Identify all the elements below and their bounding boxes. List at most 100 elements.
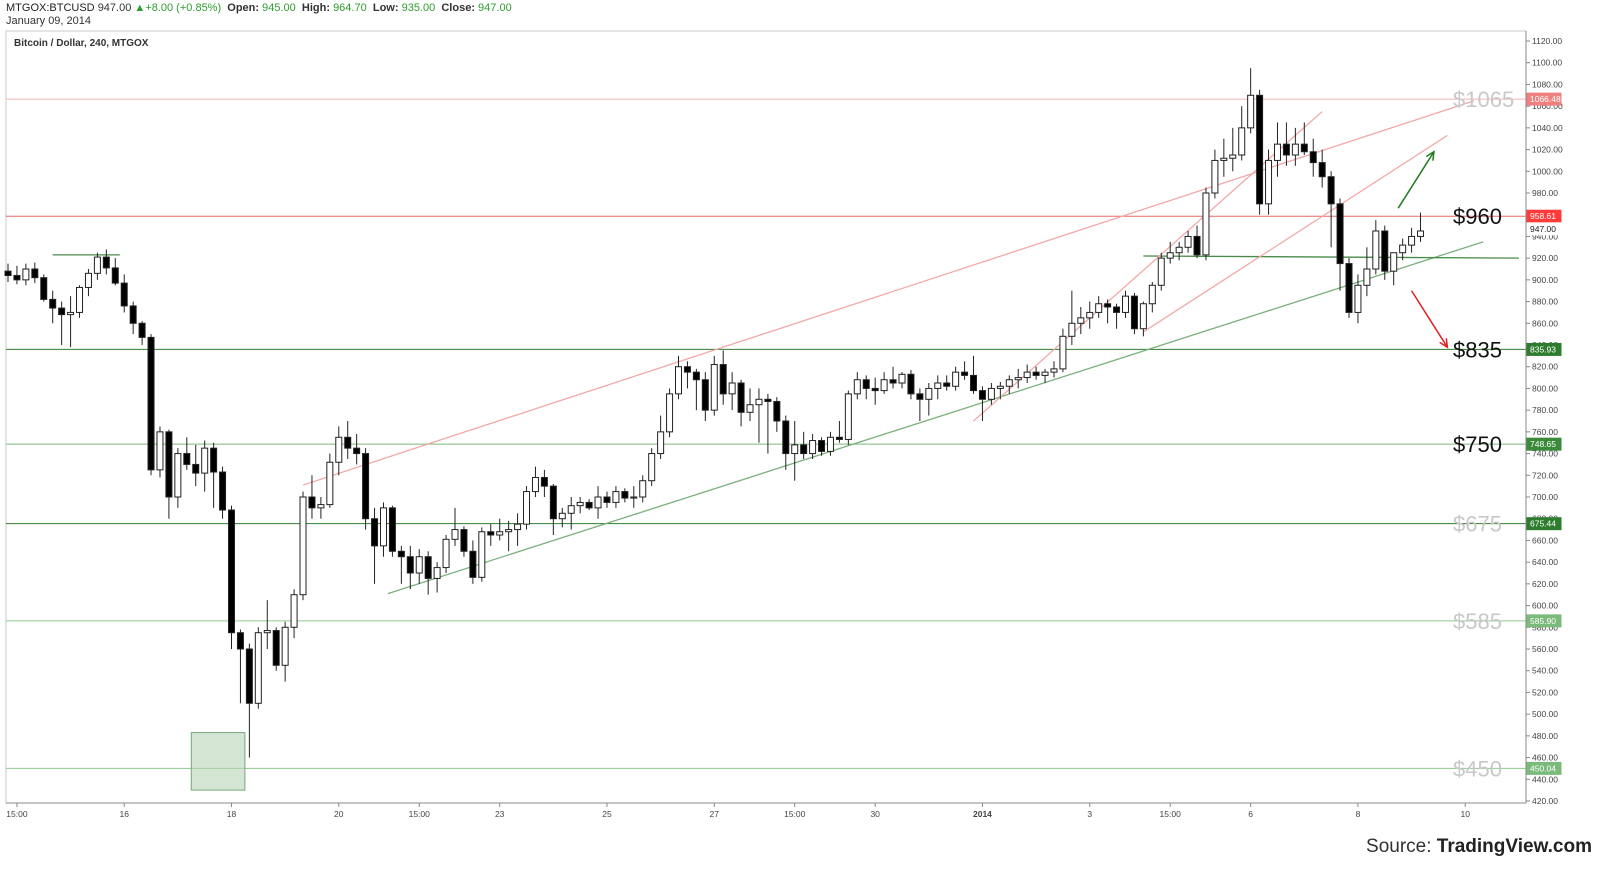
price-tick-label: 820.00 — [1532, 362, 1558, 372]
candle-body — [970, 374, 978, 392]
candle — [1122, 290, 1129, 318]
candle-body — [549, 485, 557, 520]
candle-body — [165, 431, 173, 498]
candle-body — [379, 507, 387, 547]
candle-body — [558, 512, 566, 520]
candle-body — [147, 336, 155, 471]
candle — [371, 507, 379, 584]
candle-body — [710, 364, 718, 411]
price-tick-label: 1100.00 — [1532, 58, 1562, 68]
candle-body — [344, 436, 352, 449]
candle-body — [1113, 306, 1121, 313]
candle — [1104, 299, 1112, 324]
price-tick-label: 460.00 — [1532, 753, 1558, 763]
level-annotation: $675 — [1453, 512, 1502, 537]
candle — [102, 249, 110, 275]
time-axis[interactable]: 15:00 16 18 20 15:00 23 25 27 15:00 30 2014 3 15:00 6… — [6, 802, 1526, 819]
candle-body — [1399, 244, 1407, 254]
candle — [871, 377, 879, 405]
candle — [1327, 171, 1335, 248]
time-tick-label: 15:00 — [6, 809, 28, 819]
high-label: High: — [301, 2, 330, 14]
price-axis[interactable]: 420.00 440.00 460.00 480.00 500.00 520.00 540.… — [1525, 31, 1563, 806]
time-tick-label: 23 — [495, 809, 505, 819]
price-tag — [1526, 222, 1562, 236]
candle — [120, 274, 128, 313]
candle-body — [800, 444, 808, 455]
candle-body — [1247, 94, 1255, 129]
candle — [657, 415, 665, 459]
candle-body — [1014, 377, 1022, 381]
candle-body — [639, 480, 647, 498]
candle-body — [773, 400, 781, 422]
candle-body — [1130, 295, 1138, 330]
candle-body — [987, 387, 995, 400]
candle-body — [469, 550, 477, 578]
candle-body — [308, 496, 316, 509]
time-tick-label: 18 — [227, 809, 237, 819]
candle — [4, 263, 12, 283]
candle — [192, 444, 200, 487]
candle-body — [871, 387, 879, 392]
candle — [183, 437, 191, 470]
candle — [719, 350, 727, 405]
candle — [93, 252, 101, 280]
candle — [1184, 231, 1192, 253]
trendline — [302, 100, 1475, 486]
time-tick-label: 20 — [334, 809, 344, 819]
candle — [764, 393, 772, 454]
candle-body — [111, 267, 119, 284]
arrow-line — [1410, 290, 1448, 348]
candle — [1417, 212, 1425, 242]
candle — [1068, 290, 1076, 345]
candle-body — [648, 453, 656, 482]
candle-body — [916, 393, 924, 400]
candle-body — [272, 630, 280, 666]
high-value: 964.70 — [333, 2, 367, 14]
candle — [540, 469, 548, 497]
candle-body — [102, 256, 110, 269]
price-tick-label: 860.00 — [1532, 318, 1558, 328]
price-tick-label: 620.00 — [1532, 579, 1558, 589]
candle — [40, 274, 48, 302]
price-tick-label: 640.00 — [1532, 557, 1558, 567]
candle-body — [1309, 151, 1317, 164]
candle — [755, 388, 763, 443]
candle — [487, 524, 495, 546]
candle-body — [540, 476, 548, 487]
candle — [415, 549, 423, 584]
candle-body — [1059, 335, 1067, 370]
candle-body — [755, 398, 763, 406]
candle — [639, 475, 647, 503]
candle — [907, 369, 915, 400]
price-tag-label: 958.61 — [1530, 211, 1556, 221]
candle-body — [335, 436, 343, 463]
candle — [987, 383, 995, 405]
candle-body — [362, 453, 370, 520]
candle — [916, 388, 924, 421]
candle — [612, 486, 620, 508]
candle-body — [433, 567, 441, 579]
source-credit: Source: TradingView.com — [1366, 836, 1592, 858]
candle — [835, 421, 843, 443]
candle-body — [791, 444, 799, 455]
candle-body — [76, 286, 84, 313]
candle-body — [978, 390, 986, 400]
candle — [1345, 258, 1353, 318]
candle — [1166, 241, 1174, 264]
candle-body — [835, 436, 843, 440]
candle — [1041, 368, 1049, 383]
candle-body — [31, 268, 39, 279]
candle-body — [183, 453, 191, 465]
candle — [13, 265, 21, 285]
candle-body — [84, 272, 92, 288]
trendline — [1143, 255, 1519, 259]
candle-body — [245, 648, 253, 704]
candle — [746, 388, 754, 421]
candle — [692, 368, 700, 411]
price-tick-label: 740.00 — [1532, 449, 1558, 459]
time-tick-label: 15:00 — [409, 809, 431, 819]
candle-body — [719, 364, 727, 395]
candle-body — [630, 496, 638, 499]
